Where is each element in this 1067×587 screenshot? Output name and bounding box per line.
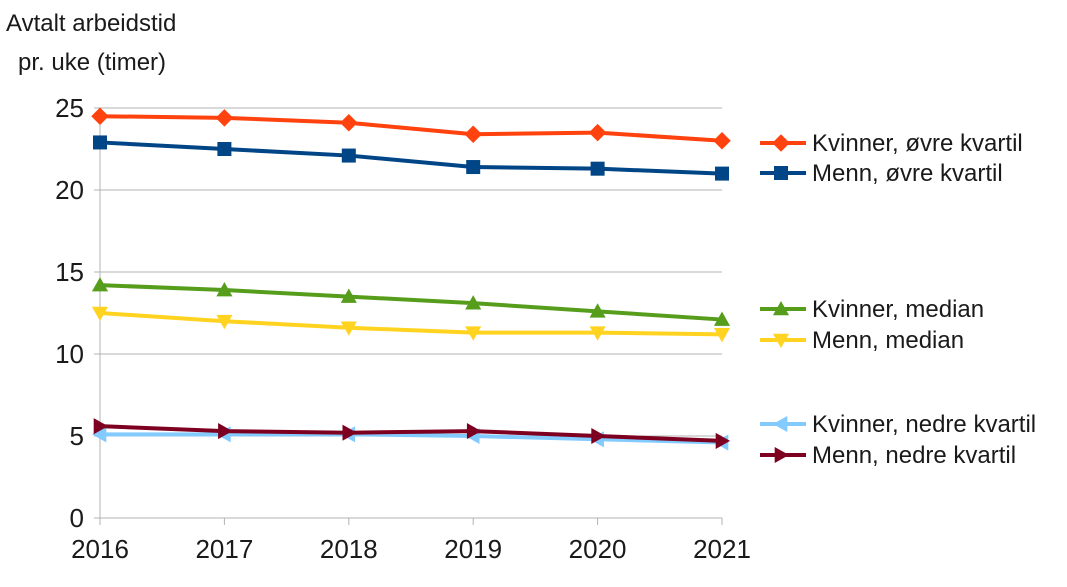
data-point: [588, 123, 607, 142]
y-tick-label: 15: [55, 257, 84, 287]
y-tick-label: 25: [55, 93, 84, 123]
data-point: [91, 306, 109, 322]
legend-marker: [772, 300, 790, 316]
y-tick-label: 10: [55, 339, 84, 369]
series-6: [93, 418, 731, 449]
legend-label: Kvinner, median: [812, 296, 984, 323]
legend-entry: Menn, nedre kvartil: [760, 442, 1016, 469]
data-point: [218, 423, 233, 440]
data-point: [590, 161, 605, 176]
x-tick-label: 2018: [320, 534, 378, 564]
series-line: [98, 311, 724, 337]
series-4: [91, 306, 731, 343]
legend-entry: Kvinner, nedre kvartil: [760, 411, 1036, 438]
data-point: [464, 125, 482, 143]
y-tick-label: 20: [55, 175, 84, 205]
series-group: [91, 107, 731, 451]
data-point: [466, 160, 481, 175]
legend-entry: Menn, øvre kvartil: [760, 160, 1003, 187]
data-point: [93, 135, 107, 150]
data-point: [715, 166, 729, 181]
data-point: [342, 424, 357, 441]
y-axis-label-line-1: Avtalt arbeidstid: [6, 10, 176, 37]
legend-label: Menn, median: [812, 327, 964, 354]
data-point: [216, 314, 233, 330]
x-tick-label: 2019: [444, 534, 502, 564]
series-1: [91, 107, 731, 150]
data-point: [340, 288, 357, 303]
data-point: [341, 148, 356, 163]
legend-label: Kvinner, nedre kvartil: [812, 411, 1036, 438]
series-line: [98, 114, 724, 143]
legend-entry: Kvinner, median: [760, 296, 984, 323]
legend-entry: Menn, median: [760, 327, 964, 354]
data-point: [589, 303, 606, 318]
data-point: [713, 311, 731, 326]
data-point: [340, 321, 357, 336]
y-axis-label-line-2: pr. uke (timer): [18, 49, 166, 76]
series-2: [93, 135, 729, 181]
legend-marker: [772, 415, 788, 433]
data-point: [91, 426, 107, 443]
data-point: [215, 109, 234, 127]
legend-label: Menn, øvre kvartil: [812, 160, 1003, 187]
data-point: [216, 281, 233, 297]
x-tick-label: 2020: [569, 534, 627, 564]
x-tick-label: 2016: [71, 534, 129, 564]
axes: 0 5 10 15 20 25 2016 2017 2018 2019 2020 2021: [55, 93, 751, 564]
series-3: [91, 277, 731, 326]
legend-entry: Kvinner, øvre kvartil: [760, 130, 1023, 157]
series-line: [98, 424, 724, 443]
data-point: [465, 326, 482, 341]
data-point: [715, 432, 731, 449]
data-point: [93, 418, 109, 435]
legend-label: Kvinner, øvre kvartil: [812, 130, 1023, 157]
legend: Kvinner, øvre kvartil Menn, øvre kvartil K…: [760, 130, 1036, 469]
legend-marker: [772, 134, 790, 152]
data-point: [91, 107, 109, 125]
x-tick-label: 2021: [693, 534, 751, 564]
data-point: [591, 427, 606, 445]
y-tick-label: 5: [70, 421, 84, 451]
data-point: [713, 328, 731, 343]
x-tick-label: 2017: [195, 534, 253, 564]
y-tick-label: 0: [70, 503, 84, 533]
legend-marker: [772, 333, 790, 349]
data-point: [91, 277, 109, 292]
legend-marker: [774, 166, 788, 180]
data-point: [217, 142, 232, 156]
data-point: [340, 114, 358, 132]
data-point: [465, 295, 482, 310]
data-point: [713, 132, 731, 150]
series-line: [98, 140, 724, 176]
series-line: [98, 432, 724, 445]
data-point: [589, 326, 606, 341]
legend-label: Menn, nedre kvartil: [812, 442, 1016, 469]
series-line: [98, 283, 724, 322]
data-point: [466, 423, 482, 440]
legend-marker: [774, 446, 790, 464]
